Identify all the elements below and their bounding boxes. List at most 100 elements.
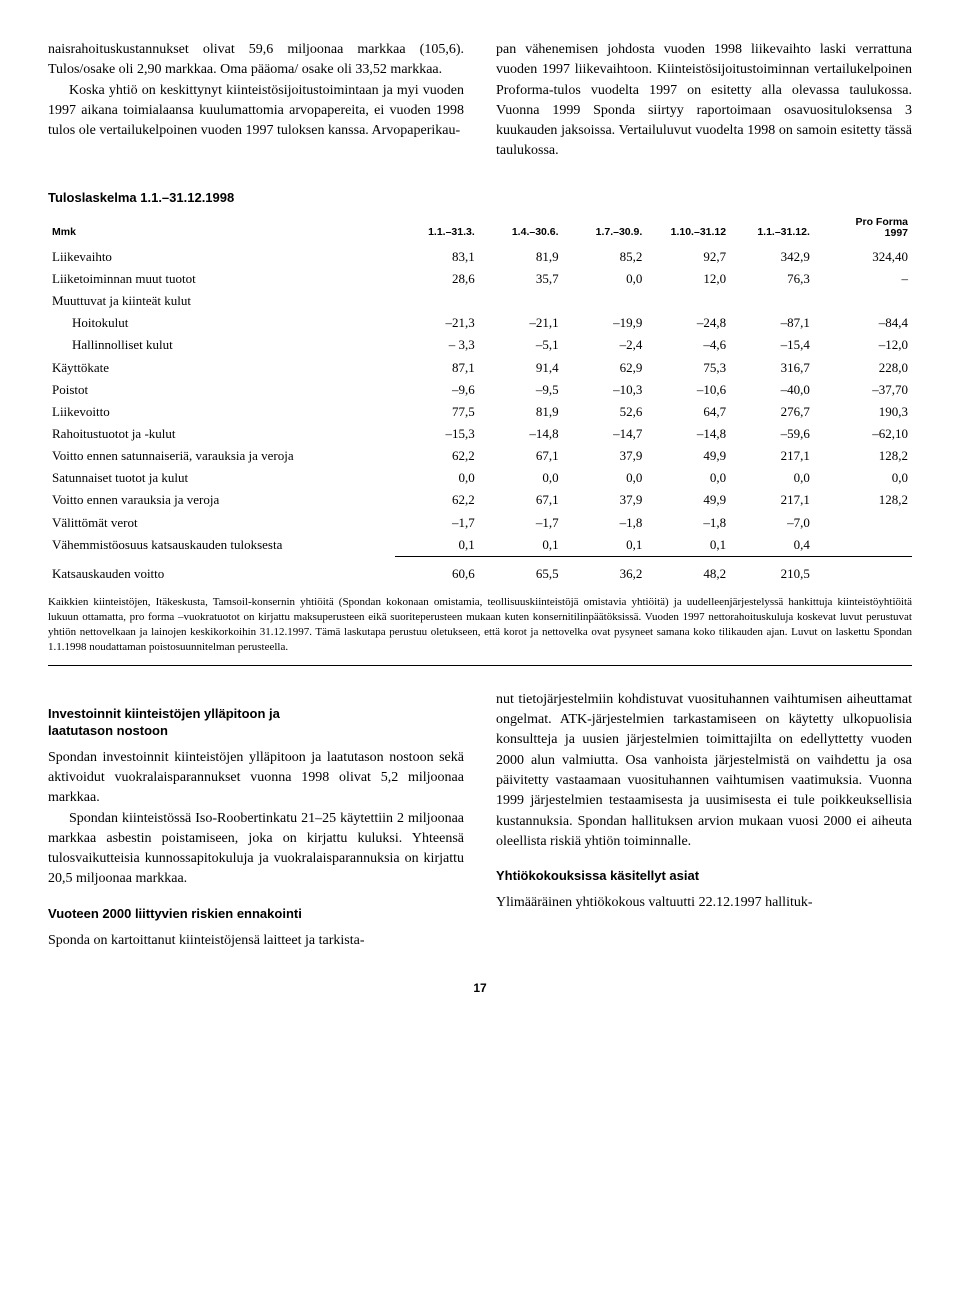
cell: 316,7	[730, 357, 814, 379]
cell: 60,6	[395, 556, 479, 585]
col-header-bot: 1997	[885, 227, 908, 239]
cell	[814, 534, 912, 557]
cell: 342,9	[730, 246, 814, 268]
cell: –10,6	[646, 379, 730, 401]
cell	[563, 290, 647, 312]
row-label: Satunnaiset tuotot ja kulut	[48, 467, 395, 489]
cell: 64,7	[646, 401, 730, 423]
row-label: Voitto ennen satunnaiseriä, varauksia ja…	[48, 445, 395, 467]
col-header: 1.1.–31.12.	[730, 215, 814, 246]
tuloslaskelma-table: Mmk 1.1.–31.3. 1.4.–30.6. 1.7.–30.9. 1.1…	[48, 215, 912, 586]
table-title: Tuloslaskelma 1.1.–31.12.1998	[48, 190, 912, 205]
cell: 0,0	[479, 467, 563, 489]
cell: –24,8	[646, 312, 730, 334]
cell	[646, 290, 730, 312]
cell: 67,1	[479, 489, 563, 511]
cell: 83,1	[395, 246, 479, 268]
cell: 0,0	[646, 467, 730, 489]
cell	[814, 556, 912, 585]
tuloslaskelma-section: Tuloslaskelma 1.1.–31.12.1998 Mmk 1.1.–3…	[48, 190, 912, 666]
cell: 0,0	[814, 467, 912, 489]
cell: 81,9	[479, 401, 563, 423]
cell: 52,6	[563, 401, 647, 423]
cell: –1,8	[563, 512, 647, 534]
cell: 217,1	[730, 489, 814, 511]
cell: 75,3	[646, 357, 730, 379]
cell	[395, 290, 479, 312]
cell: 324,40	[814, 246, 912, 268]
row-label: Liiketoiminnan muut tuotot	[48, 268, 395, 290]
cell: 0,1	[646, 534, 730, 557]
col-header-proforma: Pro Forma 1997	[814, 215, 912, 246]
cell: 0,1	[563, 534, 647, 557]
cell: 12,0	[646, 268, 730, 290]
cell: 37,9	[563, 489, 647, 511]
cell: 37,9	[563, 445, 647, 467]
paragraph: nut tietojärjestelmiin kohdistuvat vuosi…	[496, 690, 912, 852]
cell: –9,6	[395, 379, 479, 401]
cell: –10,3	[563, 379, 647, 401]
cell: 48,2	[646, 556, 730, 585]
cell: 76,3	[730, 268, 814, 290]
cell: –21,3	[395, 312, 479, 334]
row-label: Käyttökate	[48, 357, 395, 379]
cell: –14,8	[646, 423, 730, 445]
cell: –9,5	[479, 379, 563, 401]
paragraph: pan vähenemisen johdosta vuoden 1998 lii…	[496, 40, 912, 162]
row-label: Rahoitustuotot ja -kulut	[48, 423, 395, 445]
cell	[814, 290, 912, 312]
row-label: Liikevoitto	[48, 401, 395, 423]
cell: 0,0	[563, 268, 647, 290]
lower-two-column-text: Investoinnit kiinteistöjen ylläpitoon ja…	[48, 690, 912, 951]
heading-line: Investoinnit kiinteistöjen ylläpitoon ja	[48, 706, 280, 721]
cell: 0,1	[395, 534, 479, 557]
heading-vuoteen-2000: Vuoteen 2000 liittyvien riskien ennakoin…	[48, 906, 464, 923]
cell: –84,4	[814, 312, 912, 334]
cell: –2,4	[563, 334, 647, 356]
cell	[730, 290, 814, 312]
paragraph: Ylimääräinen yhtiökokous valtuutti 22.12…	[496, 893, 912, 913]
page-number: 17	[48, 981, 912, 995]
col-header: 1.10.–31.12	[646, 215, 730, 246]
cell: 85,2	[563, 246, 647, 268]
cell: 276,7	[730, 401, 814, 423]
cell	[814, 512, 912, 534]
cell: –62,10	[814, 423, 912, 445]
heading-line: laatutason nostoon	[48, 723, 168, 738]
cell: –12,0	[814, 334, 912, 356]
cell: 0,0	[395, 467, 479, 489]
cell: 28,6	[395, 268, 479, 290]
cell: 67,1	[479, 445, 563, 467]
table-header-unit: Mmk	[48, 215, 395, 246]
cell: 49,9	[646, 489, 730, 511]
cell: –14,8	[479, 423, 563, 445]
cell: 91,4	[479, 357, 563, 379]
cell: 62,2	[395, 445, 479, 467]
cell: 81,9	[479, 246, 563, 268]
heading-yhtiokokouksissa: Yhtiökokouksissa käsitellyt asiat	[496, 868, 912, 885]
row-label: Vähemmistöosuus katsauskauden tuloksesta	[48, 534, 395, 557]
cell: 87,1	[395, 357, 479, 379]
cell: 0,0	[730, 467, 814, 489]
paragraph: Koska yhtiö on keskittynyt kiinteistösij…	[48, 81, 464, 142]
row-label: Muuttuvat ja kiinteät kulut	[48, 290, 395, 312]
top-two-column-text: naisrahoituskustannukset olivat 59,6 mil…	[48, 40, 912, 162]
row-label: Katsauskauden voitto	[48, 556, 395, 585]
cell: 36,2	[563, 556, 647, 585]
cell: –37,70	[814, 379, 912, 401]
cell: 0,4	[730, 534, 814, 557]
divider	[48, 665, 912, 666]
cell: –15,4	[730, 334, 814, 356]
heading-investoinnit: Investoinnit kiinteistöjen ylläpitoon ja…	[48, 706, 464, 740]
cell: –21,1	[479, 312, 563, 334]
cell: 49,9	[646, 445, 730, 467]
cell: 228,0	[814, 357, 912, 379]
cell: –15,3	[395, 423, 479, 445]
paragraph: Sponda on kartoittanut kiinteistöjensä l…	[48, 931, 464, 951]
cell: 92,7	[646, 246, 730, 268]
col-header: 1.1.–31.3.	[395, 215, 479, 246]
cell: –1,8	[646, 512, 730, 534]
cell: –5,1	[479, 334, 563, 356]
cell: –19,9	[563, 312, 647, 334]
row-label: Poistot	[48, 379, 395, 401]
